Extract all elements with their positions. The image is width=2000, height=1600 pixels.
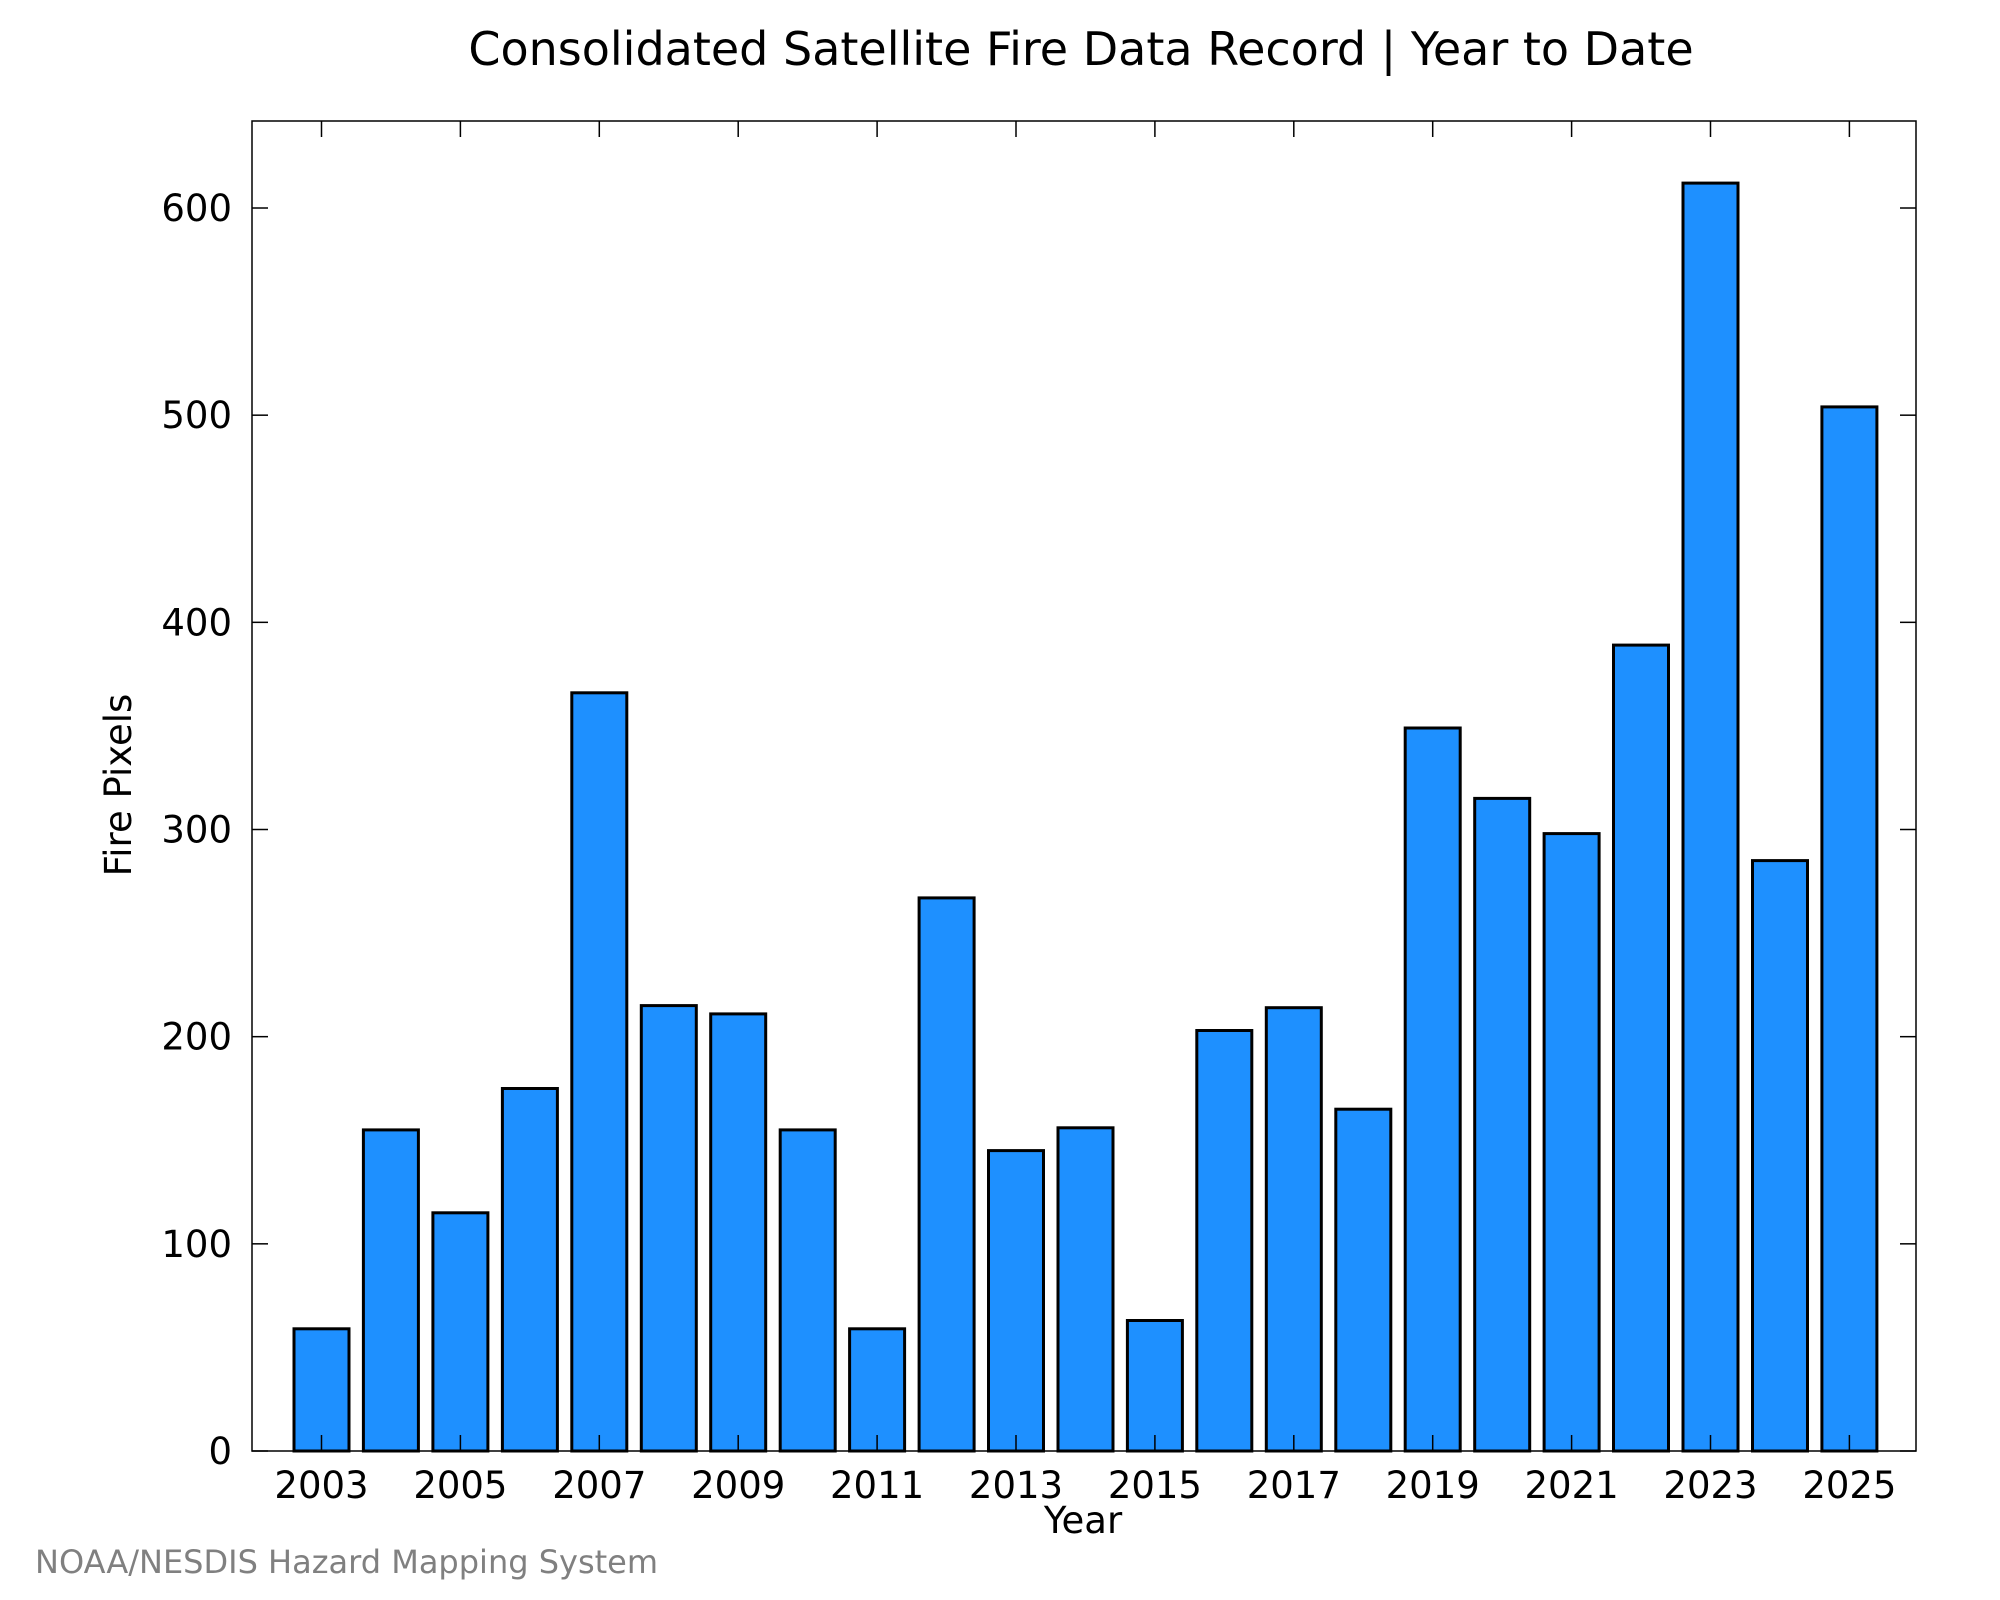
x-tick-label: 2021	[1525, 1464, 1619, 1507]
x-tick-label: 2023	[1663, 1464, 1757, 1507]
x-axis-label: Year	[1043, 1499, 1123, 1542]
x-tick-label: 2005	[413, 1464, 507, 1507]
bar-2025	[1820, 405, 1879, 1453]
chart-title: Consolidated Satellite Fire Data Record …	[468, 22, 1693, 77]
bar-2003	[292, 1327, 351, 1453]
x-tick-label: 2007	[552, 1464, 646, 1507]
plot-border	[251, 120, 1917, 1452]
y-axis: 0 100 200 300 400 500 600	[161, 187, 1916, 1473]
y-tick-label: 600	[161, 187, 232, 230]
bar-2012	[917, 896, 976, 1453]
bar-2011	[848, 1327, 907, 1453]
bars-layer	[292, 181, 1879, 1453]
bar-2019	[1403, 726, 1462, 1453]
x-tick-label: 2013	[969, 1464, 1063, 1507]
y-tick-label: 400	[161, 601, 232, 644]
bar-2010	[778, 1128, 837, 1453]
x-tick-label: 2009	[691, 1464, 785, 1507]
x-tick-label: 2019	[1386, 1464, 1480, 1507]
x-tick-label: 2011	[830, 1464, 924, 1507]
bar-2024	[1751, 859, 1809, 1453]
x-tick-label: 2025	[1802, 1464, 1896, 1507]
bar-2022	[1612, 643, 1670, 1453]
bar-2007	[570, 691, 629, 1453]
x-tick-label: 2015	[1108, 1464, 1202, 1507]
bar-2020	[1473, 796, 1532, 1453]
bar-2021	[1542, 832, 1601, 1453]
bar-2017	[1264, 1006, 1323, 1453]
bar-2006	[500, 1087, 559, 1453]
plot-frame	[251, 120, 1917, 1452]
y-tick-label: 0	[208, 1430, 232, 1473]
y-tick-label: 300	[161, 809, 232, 852]
y-tick-label: 500	[161, 394, 232, 437]
bar-2005	[431, 1211, 490, 1453]
bar-2023	[1681, 181, 1740, 1453]
y-axis-label: Fire Pixels	[97, 694, 140, 877]
bar-2015	[1125, 1319, 1184, 1453]
x-tick-label: 2017	[1247, 1464, 1341, 1507]
bar-2016	[1195, 1029, 1254, 1453]
source-credit: NOAA/NESDIS Hazard Mapping System	[35, 1543, 658, 1581]
x-axis: 2003 2005 2007 2009 2011 2013 2015 2017 2019 2021…	[274, 121, 1896, 1507]
x-tick-label: 2003	[274, 1464, 368, 1507]
y-tick-label: 200	[161, 1016, 232, 1059]
bar-2018	[1334, 1107, 1393, 1453]
bar-2014	[1056, 1126, 1115, 1453]
bar-2013	[987, 1149, 1045, 1453]
bar-2004	[361, 1128, 420, 1453]
bar-2009	[709, 1012, 768, 1453]
bar-2008	[639, 1004, 698, 1453]
y-tick-label: 100	[161, 1223, 232, 1266]
